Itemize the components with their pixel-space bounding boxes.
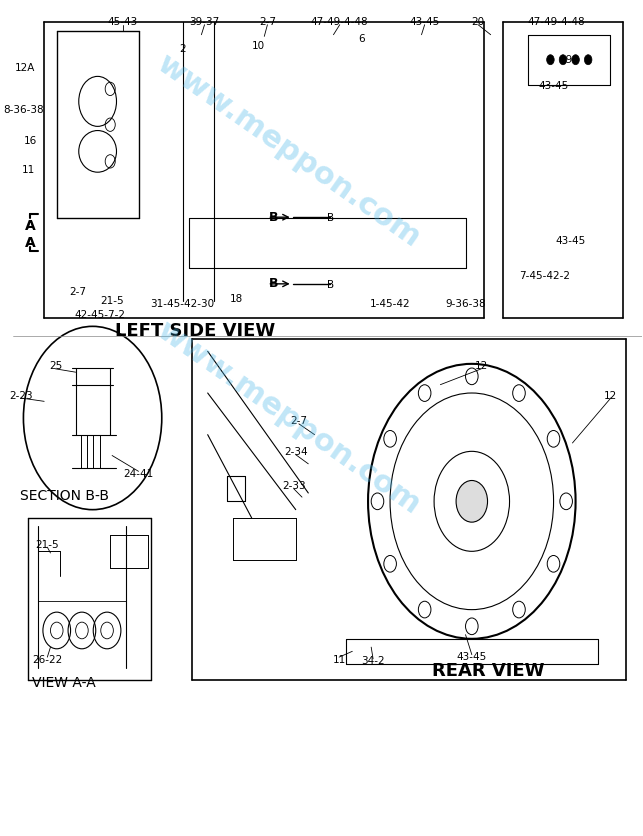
Text: 43-45: 43-45 — [410, 18, 440, 28]
Text: 2: 2 — [179, 43, 186, 54]
Text: 16: 16 — [24, 136, 37, 146]
Text: LEFT SIDE VIEW: LEFT SIDE VIEW — [115, 323, 275, 340]
Text: 31-45-42-30: 31-45-42-30 — [150, 298, 215, 308]
Text: 11: 11 — [22, 165, 35, 175]
Text: B: B — [269, 211, 278, 224]
Text: 18: 18 — [230, 293, 242, 303]
Text: SECTION B-B: SECTION B-B — [20, 489, 109, 503]
Text: 8-36-38: 8-36-38 — [4, 104, 44, 115]
Text: 43-45: 43-45 — [538, 81, 568, 91]
Text: REAR VIEW: REAR VIEW — [432, 662, 545, 681]
Text: A: A — [25, 219, 36, 233]
Text: 10: 10 — [251, 42, 264, 51]
Text: www.meppon.com: www.meppon.com — [152, 49, 426, 253]
Circle shape — [559, 54, 566, 64]
Text: 47-49-4-48: 47-49-4-48 — [311, 18, 368, 28]
Text: 2-34: 2-34 — [284, 447, 307, 457]
Text: 7-45-42-2: 7-45-42-2 — [519, 272, 570, 282]
Text: 25: 25 — [49, 361, 62, 371]
Text: 45-43: 45-43 — [107, 18, 138, 28]
Text: 42-45-7-2: 42-45-7-2 — [74, 309, 125, 319]
Text: 43-45: 43-45 — [457, 652, 487, 662]
Text: 34-2: 34-2 — [361, 656, 385, 666]
Text: 1-45-42: 1-45-42 — [370, 298, 410, 308]
Text: 47-49-4-48: 47-49-4-48 — [528, 18, 586, 28]
Text: 6: 6 — [358, 34, 365, 43]
Text: 26-22: 26-22 — [32, 655, 62, 665]
Text: A: A — [25, 236, 36, 250]
Text: 11: 11 — [332, 655, 346, 665]
Text: 12A: 12A — [15, 63, 35, 73]
Text: www.meppon.com: www.meppon.com — [152, 316, 426, 520]
Circle shape — [572, 54, 579, 64]
Text: 21-5: 21-5 — [100, 296, 124, 306]
Circle shape — [584, 54, 592, 64]
Text: 39-37: 39-37 — [190, 18, 220, 28]
Text: 12: 12 — [475, 361, 488, 371]
Text: 24-41: 24-41 — [123, 469, 154, 479]
Circle shape — [456, 481, 487, 522]
Text: 2-7: 2-7 — [291, 416, 307, 426]
Text: 20: 20 — [471, 18, 485, 28]
Text: 12: 12 — [604, 390, 617, 400]
Text: 2-33: 2-33 — [282, 482, 305, 492]
Circle shape — [547, 54, 554, 64]
Text: 2-23: 2-23 — [9, 390, 33, 400]
Text: B: B — [327, 280, 334, 290]
Text: VIEW A-A: VIEW A-A — [32, 676, 96, 690]
Text: A: A — [27, 222, 34, 232]
Text: B: B — [269, 278, 278, 290]
Text: 19: 19 — [559, 54, 573, 64]
Text: 2-7: 2-7 — [69, 288, 86, 297]
Text: 21-5: 21-5 — [35, 540, 59, 549]
Text: 43-45: 43-45 — [556, 237, 586, 247]
Text: B: B — [327, 213, 334, 223]
Text: 2-7: 2-7 — [259, 18, 276, 28]
Text: A: A — [27, 238, 34, 248]
Text: 9-36-38: 9-36-38 — [445, 298, 486, 308]
